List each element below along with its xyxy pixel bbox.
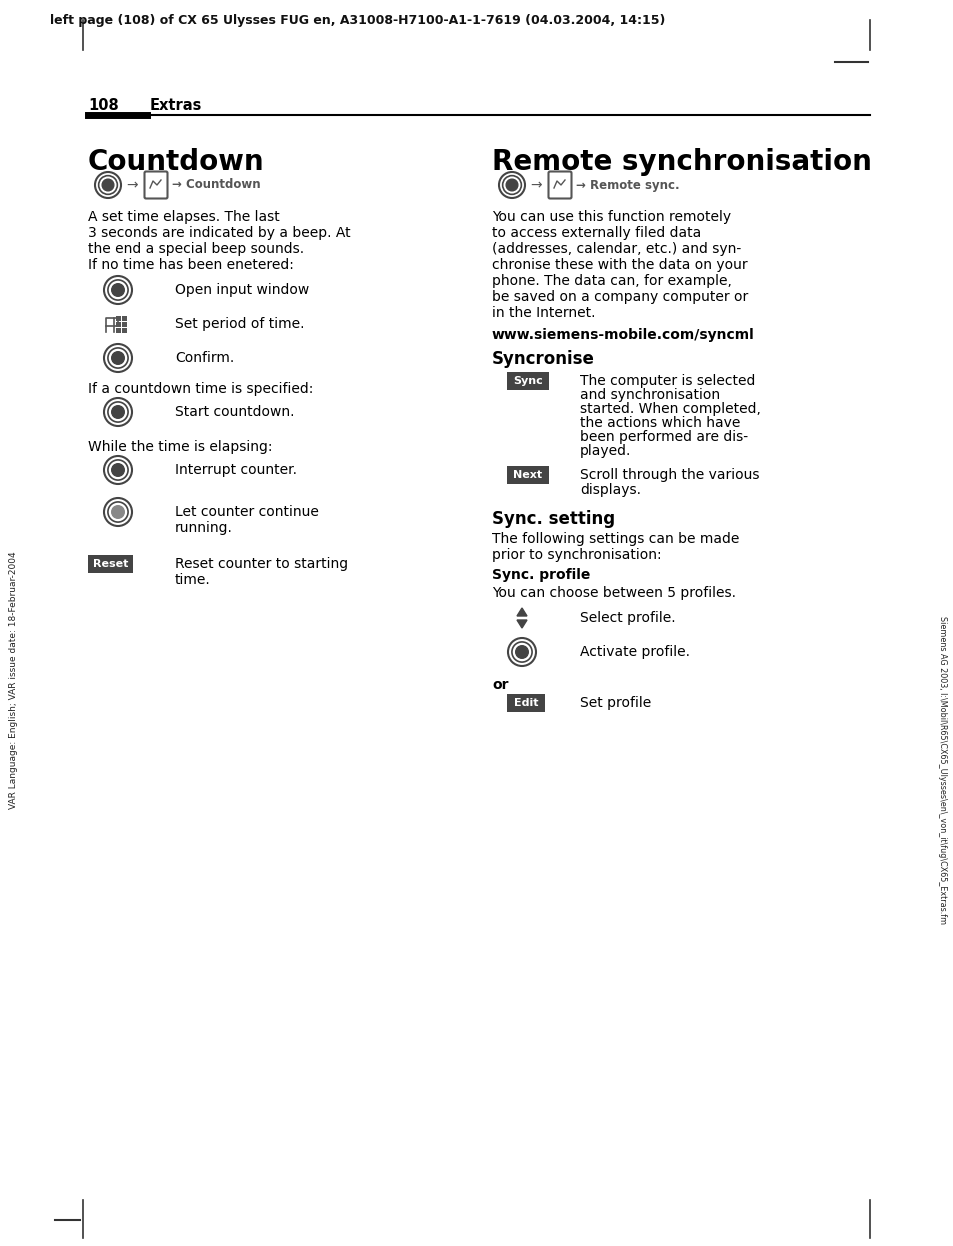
Text: Scroll through the various: Scroll through the various [579,468,759,482]
Text: Confirm.: Confirm. [174,351,234,365]
Text: 108: 108 [88,97,118,112]
Text: Sync. profile: Sync. profile [492,568,590,582]
Text: →: → [530,178,541,192]
Text: Sync: Sync [513,376,542,386]
Text: Interrupt counter.: Interrupt counter. [174,464,296,477]
Text: (addresses, calendar, etc.) and syn-: (addresses, calendar, etc.) and syn- [492,242,740,255]
Text: www.siemens-mobile.com/syncml: www.siemens-mobile.com/syncml [492,328,754,341]
Bar [122,321,127,326]
Text: left page (108) of CX 65 Ulysses FUG en, A31008-H7100-A1-1-7619 (04.03.2004, 14:: left page (108) of CX 65 Ulysses FUG en,… [50,14,664,27]
Bar [88,554,132,573]
Text: been performed are dis-: been performed are dis- [579,430,747,444]
Text: be saved on a company computer or: be saved on a company computer or [492,290,747,304]
Text: the end a special beep sounds.: the end a special beep sounds. [88,242,304,255]
Circle shape [112,506,124,518]
FancyBboxPatch shape [144,172,168,198]
Text: or: or [492,678,508,692]
Text: Reset counter to starting: Reset counter to starting [174,557,348,571]
Text: prior to synchronisation:: prior to synchronisation: [492,548,661,562]
Circle shape [112,351,124,364]
Text: running.: running. [174,521,233,535]
Text: If no time has been enetered:: If no time has been enetered: [88,258,294,272]
Text: VAR Language: English; VAR issue date: 18-Februar-2004: VAR Language: English; VAR issue date: 1… [10,551,18,809]
Circle shape [112,464,124,476]
Text: played.: played. [579,444,631,459]
Text: the actions which have: the actions which have [579,416,740,430]
Text: Let counter continue: Let counter continue [174,505,318,520]
Text: Set period of time.: Set period of time. [174,316,304,331]
Bar [116,328,121,333]
Text: Select profile.: Select profile. [579,611,675,625]
Text: The following settings can be made: The following settings can be made [492,532,739,546]
Text: Syncronise: Syncronise [492,350,595,368]
Text: chronise these with the data on your: chronise these with the data on your [492,258,747,272]
Text: and synchronisation: and synchronisation [579,388,720,402]
Bar [506,466,548,483]
Text: Set profile: Set profile [579,697,651,710]
Bar [506,694,544,711]
FancyBboxPatch shape [548,172,571,198]
Text: displays.: displays. [579,483,640,497]
Polygon shape [517,621,526,628]
Bar [116,321,121,326]
Bar [122,328,127,333]
Text: phone. The data can, for example,: phone. The data can, for example, [492,274,731,288]
Text: Extras: Extras [150,97,202,112]
Text: Countdown: Countdown [88,148,264,176]
Circle shape [112,406,124,419]
Text: A set time elapses. The last: A set time elapses. The last [88,211,279,224]
Circle shape [102,179,113,191]
Text: started. When completed,: started. When completed, [579,402,760,416]
Text: Next: Next [513,470,542,480]
Bar [506,373,548,390]
Text: → Remote sync.: → Remote sync. [576,178,679,192]
Text: Sync. setting: Sync. setting [492,510,615,528]
Text: The computer is selected: The computer is selected [579,374,755,388]
Polygon shape [517,608,526,616]
Text: If a countdown time is specified:: If a countdown time is specified: [88,383,313,396]
Circle shape [516,645,528,658]
Text: Edit: Edit [514,698,537,708]
Text: Remote synchronisation: Remote synchronisation [492,148,871,176]
Text: Activate profile.: Activate profile. [579,645,689,659]
Text: →: → [126,178,137,192]
Bar [122,316,127,321]
Bar [116,316,121,321]
Text: → Countdown: → Countdown [172,178,260,192]
Text: in the Internet.: in the Internet. [492,307,595,320]
Text: You can use this function remotely: You can use this function remotely [492,211,730,224]
Text: While the time is elapsing:: While the time is elapsing: [88,440,273,454]
Text: Open input window: Open input window [174,283,309,297]
Text: Siemens AG 2003, I:\Mobil\R65\CX65_Ulysses\en\_von_it\fug\CX65_Extras.fm: Siemens AG 2003, I:\Mobil\R65\CX65_Ulyss… [938,616,946,925]
Text: Reset: Reset [92,559,128,569]
Circle shape [506,179,517,191]
Text: to access externally filed data: to access externally filed data [492,226,700,240]
Text: 3 seconds are indicated by a beep. At: 3 seconds are indicated by a beep. At [88,226,351,240]
Circle shape [112,284,124,297]
Text: Start countdown.: Start countdown. [174,405,294,419]
Text: You can choose between 5 profiles.: You can choose between 5 profiles. [492,586,735,601]
Text: time.: time. [174,573,211,587]
